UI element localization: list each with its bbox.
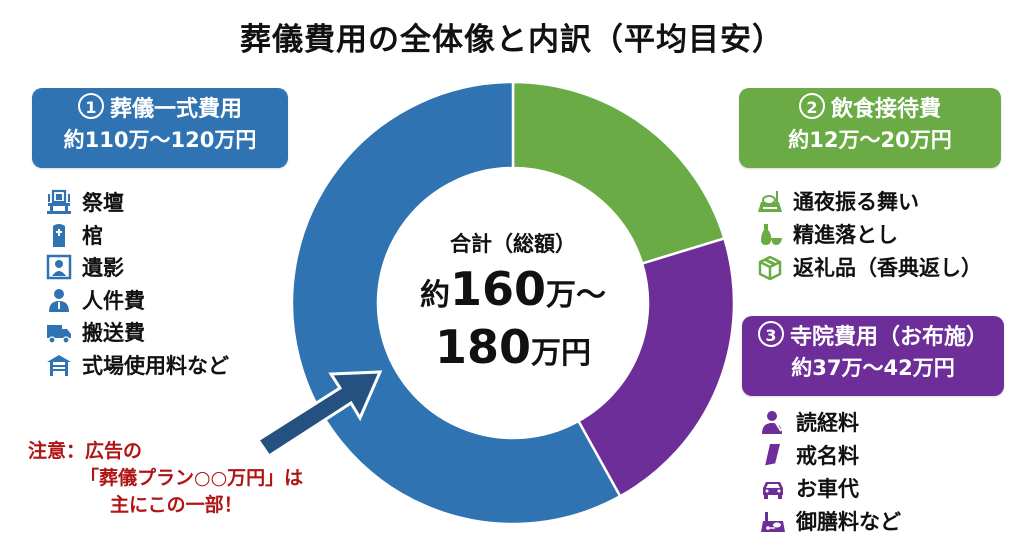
warning-line-3: 主にこの一部！ — [110, 494, 243, 516]
meal-icon — [760, 508, 786, 534]
truck-icon — [46, 319, 72, 345]
food-hospitality-items: 通夜振る舞い 精進落とし 返礼品（香典返し） — [757, 184, 982, 283]
item-label: 式場使用料など — [82, 353, 229, 378]
list-item: 遺影 — [46, 251, 229, 284]
total-low-number: 160 — [449, 262, 547, 316]
item-label: 戒名料 — [796, 443, 859, 468]
item-label: お車代 — [796, 476, 859, 501]
page-title: 葬儀費用の全体像と内訳（平均目安） — [240, 22, 784, 58]
total-summary: 合計（総額） 約160万〜 180万円 — [393, 228, 633, 380]
category-box-temple: 3 寺院費用（お布施） 約37万〜42万円 — [742, 316, 1004, 396]
slice-temple — [576, 236, 736, 498]
item-label: 棺 — [82, 223, 103, 248]
category-name: 飲食接待費 — [830, 97, 941, 122]
category-name: 寺院費用（お布施） — [789, 325, 988, 350]
altar-icon — [46, 189, 72, 215]
total-label: 合計（総額） — [450, 232, 576, 256]
list-item: 祭壇 — [46, 186, 229, 219]
staff-person-icon — [46, 287, 72, 313]
category-box-funeral-package: 1 葬儀一式費用 約110万〜120万円 — [32, 88, 288, 168]
category-range: 約110万〜120万円 — [63, 128, 257, 152]
item-label: 返礼品（香典返し） — [793, 255, 982, 280]
list-item: 御膳料など — [760, 504, 901, 537]
category-box-food-hospitality: 2 飲食接待費 約12万〜20万円 — [739, 88, 1001, 168]
list-item: 棺 — [46, 219, 229, 252]
category-range: 約12万〜20万円 — [788, 128, 952, 152]
hall-icon — [46, 352, 72, 378]
warning-line-2: 「葬儀プラン○○万円」は — [80, 467, 304, 489]
sake-bottle-icon — [757, 221, 783, 247]
total-prefix: 約 — [419, 278, 450, 313]
book-icon — [760, 442, 786, 468]
arrow-pointer — [255, 370, 383, 459]
slice-funeral-package — [290, 80, 622, 526]
warning-line-1: 注意：広告の — [28, 440, 143, 462]
category-name: 葬儀一式費用 — [109, 97, 242, 122]
list-item: 搬送費 — [46, 316, 229, 349]
item-label: 読経料 — [796, 410, 859, 435]
list-item: 通夜振る舞い — [757, 184, 982, 217]
item-label: 人件費 — [82, 288, 145, 313]
item-label: 精進落とし — [793, 222, 898, 247]
item-label: 祭壇 — [82, 191, 124, 216]
item-label: 搬送費 — [82, 321, 145, 346]
coffin-icon — [46, 222, 72, 248]
warning-note: 注意：広告の 「葬儀プラン○○万円」は 主にこの一部！ — [28, 438, 303, 519]
total-high-unit: 万円 — [531, 336, 592, 371]
portrait-icon — [46, 254, 72, 280]
funeral-package-items: 祭壇 棺 遺影 人件費 搬送費 式場使用料など — [46, 186, 229, 381]
list-item: 式場使用料など — [46, 349, 229, 382]
category-range: 約37万〜42万円 — [791, 356, 955, 380]
list-item: 戒名料 — [760, 438, 901, 471]
number-badge: 1 — [77, 93, 104, 119]
monk-icon — [760, 409, 786, 435]
item-label: 通夜振る舞い — [793, 189, 919, 214]
meal-tray-icon — [757, 188, 783, 214]
gift-box-icon — [757, 254, 783, 280]
car-icon — [760, 475, 786, 501]
total-low-unit: 万〜 — [546, 278, 607, 313]
item-label: 御膳料など — [796, 509, 901, 534]
number-badge: 3 — [757, 321, 784, 347]
list-item: 精進落とし — [757, 217, 982, 250]
total-high: 180万円 — [393, 321, 633, 380]
total-high-number: 180 — [434, 320, 532, 374]
list-item: 人件費 — [46, 284, 229, 317]
list-item: お車代 — [760, 471, 901, 504]
temple-items: 読経料 戒名料 お車代 御膳料など — [760, 405, 901, 537]
item-label: 遺影 — [82, 256, 124, 281]
number-badge: 2 — [798, 93, 825, 119]
list-item: 返礼品（香典返し） — [757, 250, 982, 283]
total-low: 約160万〜 — [393, 264, 633, 321]
list-item: 読経料 — [760, 405, 901, 438]
slice-food-hospitality — [511, 80, 726, 266]
